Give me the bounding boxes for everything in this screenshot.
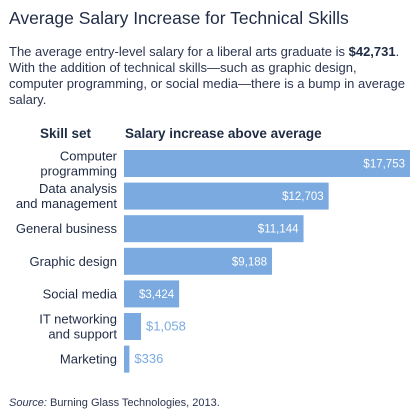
bar	[124, 280, 180, 308]
category-label: Computer programming	[40, 149, 117, 179]
category-label-line: Marketing	[60, 352, 117, 367]
category-label-line: programming	[40, 164, 117, 179]
bar	[124, 247, 273, 275]
category-label-line: and management	[16, 196, 118, 211]
bar	[124, 215, 304, 243]
category-label: Marketing	[60, 352, 117, 367]
category-label-line: General business	[16, 221, 118, 236]
subtitle-text-end: . With the addition of technical skills—…	[9, 44, 405, 107]
value-label: $11,144	[258, 224, 299, 236]
source-text: Burning Glass Technologies, 2013.	[46, 397, 220, 409]
category-label: Graphic design	[30, 254, 117, 269]
subtitle-amount: $42,731	[348, 44, 396, 59]
chart-subtitle: The average entry-level salary for a lib…	[9, 44, 414, 108]
category-label: Data analysis and management	[16, 181, 118, 211]
bar	[124, 182, 329, 210]
category-label: IT networking and support	[39, 312, 117, 342]
category-label-line: Computer	[60, 149, 118, 164]
category-label: Social media	[43, 286, 118, 301]
category-label-line: IT networking	[39, 312, 117, 327]
value-label: $1,058	[146, 319, 186, 334]
value-label: $9,188	[232, 256, 267, 268]
category-label: General business	[16, 221, 118, 236]
source-label: Source:	[9, 397, 47, 409]
value-label: $3,424	[139, 289, 175, 301]
category-label-line: Data analysis	[39, 181, 118, 196]
value-label: $17,753	[363, 159, 405, 171]
value-header: Salary increase above average	[125, 126, 322, 141]
bar	[124, 345, 130, 373]
category-label-line: and support	[48, 327, 117, 342]
category-label-line: Social media	[43, 286, 118, 301]
chart-title: Average Salary Increase for Technical Sk…	[9, 8, 349, 28]
bar	[124, 313, 142, 340]
category-label-line: Graphic design	[30, 254, 117, 269]
category-header: Skill set	[40, 126, 92, 141]
source-note: Source: Burning Glass Technologies, 2013…	[9, 397, 220, 409]
subtitle-text-start: The average entry-level salary for a lib…	[9, 44, 349, 59]
bar	[124, 150, 410, 177]
value-label: $12,703	[282, 191, 324, 203]
value-label: $336	[134, 351, 163, 366]
